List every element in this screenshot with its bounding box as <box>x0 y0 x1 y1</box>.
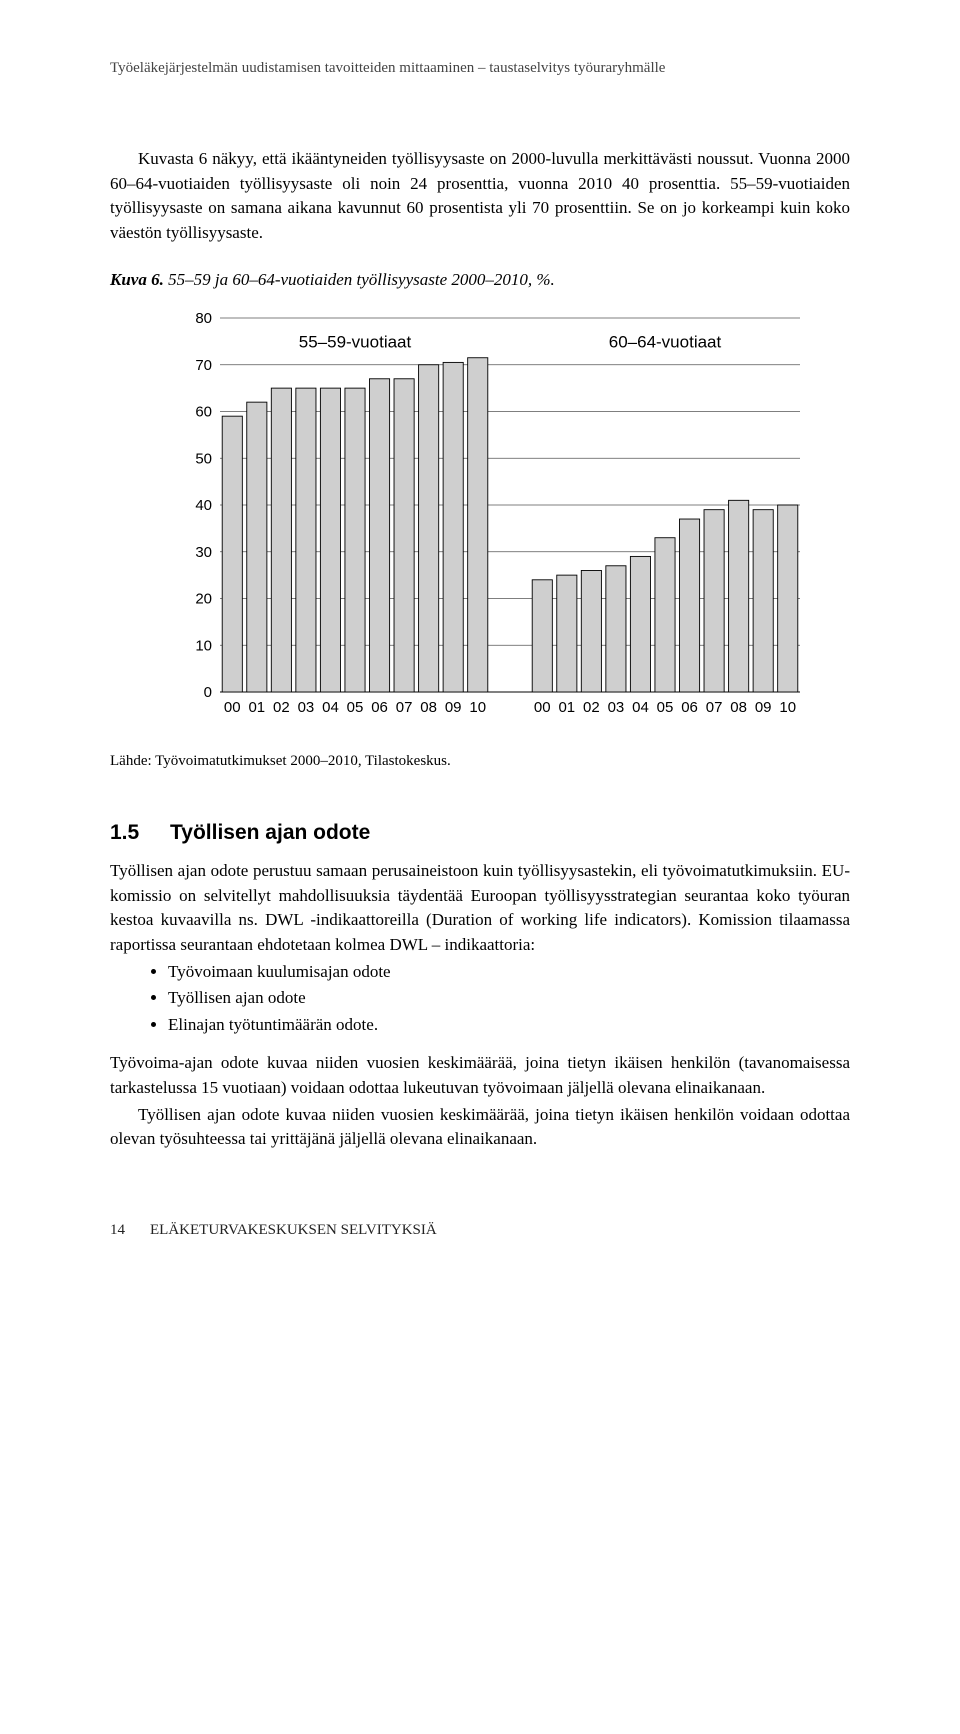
svg-text:0: 0 <box>204 684 212 701</box>
section-number: 1.5 <box>110 821 170 845</box>
svg-text:00: 00 <box>224 699 241 716</box>
section-heading: 1.5Työllisen ajan odote <box>110 821 850 845</box>
paragraph-section-intro: Työllisen ajan odote perustuu samaan per… <box>110 859 850 958</box>
svg-text:07: 07 <box>396 699 413 716</box>
indicator-list: Työvoimaan kuulumisajan odote Työllisen … <box>110 960 850 1038</box>
svg-text:50: 50 <box>195 450 212 467</box>
svg-text:09: 09 <box>445 699 462 716</box>
svg-text:60–64-vuotiaat: 60–64-vuotiaat <box>609 333 722 352</box>
svg-text:60: 60 <box>195 404 212 421</box>
figure-caption: Kuva 6. 55–59 ja 60–64-vuotiaiden työlli… <box>110 268 850 293</box>
footer-publication: ELÄKETURVAKESKUKSEN SELVITYKSIÄ <box>150 1222 437 1238</box>
section-title: Työllisen ajan odote <box>170 821 370 844</box>
svg-text:05: 05 <box>657 699 674 716</box>
svg-text:08: 08 <box>420 699 437 716</box>
svg-text:02: 02 <box>583 699 600 716</box>
svg-text:40: 40 <box>195 497 212 514</box>
svg-text:03: 03 <box>298 699 315 716</box>
svg-text:01: 01 <box>248 699 265 716</box>
svg-text:10: 10 <box>779 699 796 716</box>
svg-text:20: 20 <box>195 591 212 608</box>
figure-source: Lähde: Työvoimatutkimukset 2000–2010, Ti… <box>110 751 850 773</box>
svg-text:05: 05 <box>347 699 364 716</box>
caption-rest: 55–59 ja 60–64-vuotiaiden työllisyysaste… <box>164 270 555 289</box>
list-item: Työllisen ajan odote <box>168 986 850 1011</box>
running-header: Työeläkejärjestelmän uudistamisen tavoit… <box>110 60 850 77</box>
svg-text:30: 30 <box>195 544 212 561</box>
page-footer: 14ELÄKETURVAKESKUKSEN SELVITYKSIÄ <box>110 1222 850 1239</box>
svg-text:04: 04 <box>632 699 649 716</box>
svg-text:70: 70 <box>195 357 212 374</box>
svg-text:04: 04 <box>322 699 339 716</box>
employment-chart: 01020304050607080%55–59-vuotiaat00010203… <box>170 308 810 728</box>
list-item: Työvoimaan kuulumisajan odote <box>168 960 850 985</box>
paragraph-employment-expectancy: Työllisen ajan odote kuvaa niiden vuosie… <box>110 1103 850 1152</box>
svg-text:10: 10 <box>469 699 486 716</box>
svg-text:00: 00 <box>534 699 551 716</box>
svg-text:10: 10 <box>195 637 212 654</box>
svg-text:03: 03 <box>608 699 625 716</box>
paragraph-workforce-expectancy: Työvoima-ajan odote kuvaa niiden vuosien… <box>110 1051 850 1100</box>
list-item: Elinajan työtuntimäärän odote. <box>168 1013 850 1038</box>
svg-text:01: 01 <box>558 699 575 716</box>
svg-text:55–59-vuotiaat: 55–59-vuotiaat <box>299 333 412 352</box>
svg-text:09: 09 <box>755 699 772 716</box>
svg-text:06: 06 <box>681 699 698 716</box>
svg-text:02: 02 <box>273 699 290 716</box>
svg-text:06: 06 <box>371 699 388 716</box>
svg-text:07: 07 <box>706 699 723 716</box>
svg-text:08: 08 <box>730 699 747 716</box>
page-number: 14 <box>110 1222 150 1239</box>
caption-prefix: Kuva 6. <box>110 270 164 289</box>
paragraph-intro: Kuvasta 6 näkyy, että ikääntyneiden työl… <box>110 147 850 246</box>
svg-text:80: 80 <box>195 310 212 327</box>
